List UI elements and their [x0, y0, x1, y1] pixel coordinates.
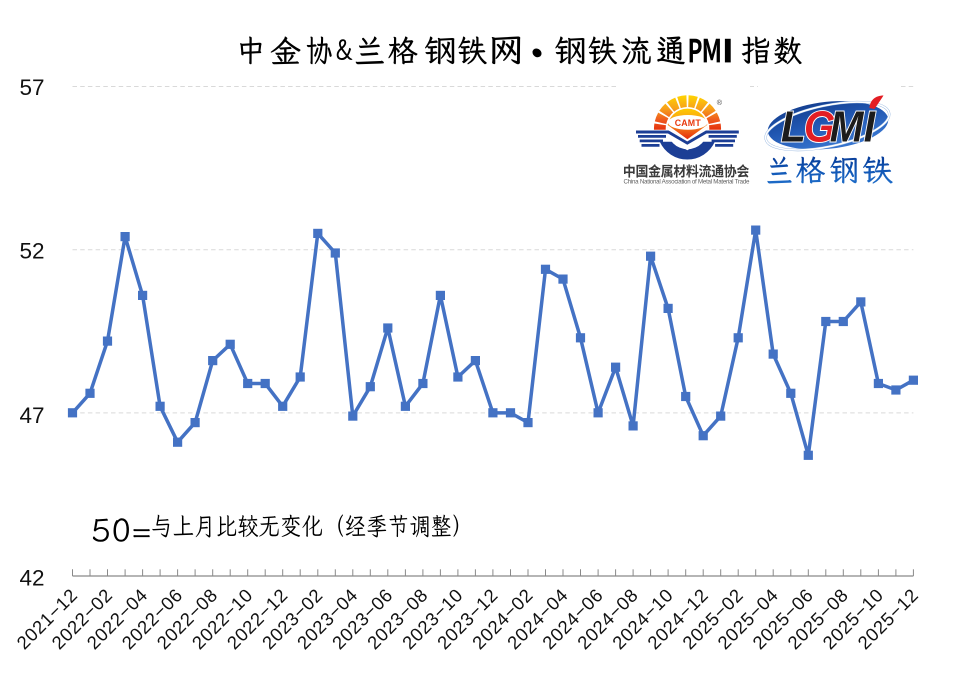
svg-text:42: 42	[19, 566, 44, 591]
svg-text:G: G	[804, 102, 835, 151]
svg-text:47: 47	[19, 403, 44, 428]
svg-text:®: ®	[717, 98, 723, 107]
svg-text:52: 52	[19, 238, 44, 263]
svg-text:M: M	[830, 102, 864, 151]
svg-text:I: I	[864, 102, 876, 151]
svg-text:China National Association of: China National Association of Metal Mate…	[624, 178, 751, 185]
svg-text:L: L	[781, 102, 806, 151]
svg-text:57: 57	[19, 75, 44, 100]
svg-text:CAMT: CAMT	[675, 118, 702, 128]
